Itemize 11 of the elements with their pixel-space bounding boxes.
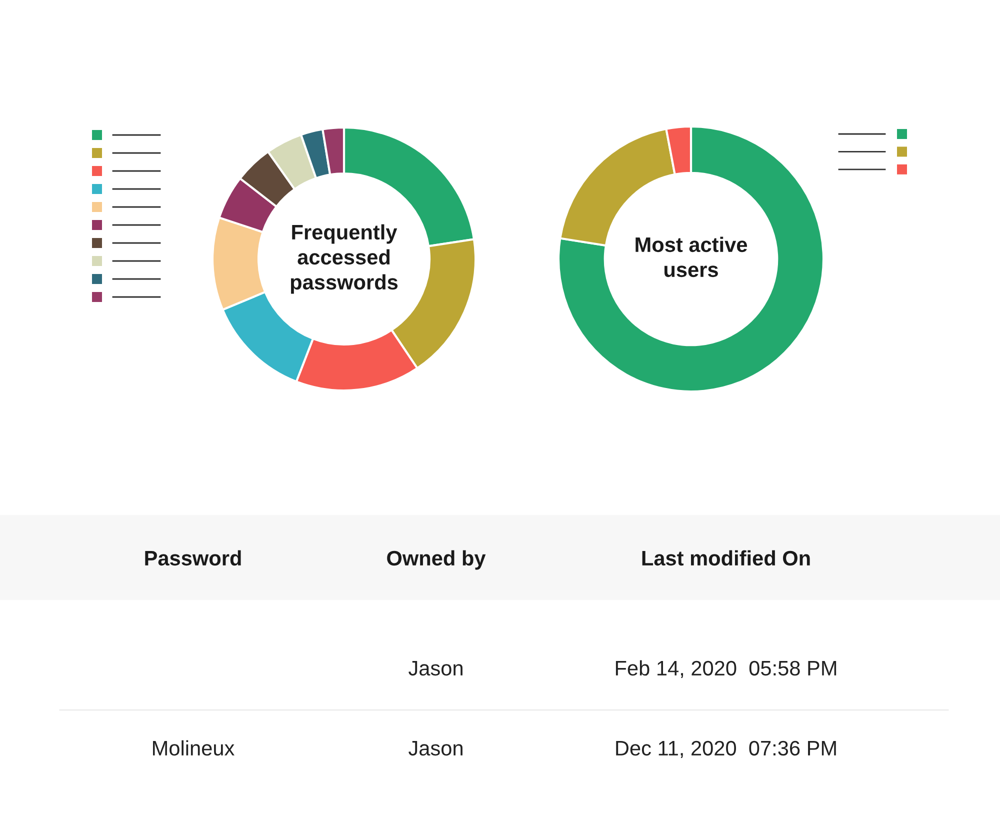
- text: Molineux: [153, 740, 234, 756]
- text: Jason: [408, 741, 462, 756]
- text: Feb 14, 2020 05:58 PM: [616, 660, 836, 678]
- text: Jason: [408, 661, 462, 676]
- category-label: Last modified On: [642, 550, 810, 566]
- text: Most active users: [636, 236, 748, 278]
- donut-slice: [557, 125, 825, 393]
- category-label: Password: [145, 550, 241, 566]
- text: Frequently accessed passwords: [290, 224, 398, 294]
- text: Dec 11, 2020 07:36 PM: [616, 740, 836, 758]
- category-label: Owned by: [387, 550, 486, 570]
